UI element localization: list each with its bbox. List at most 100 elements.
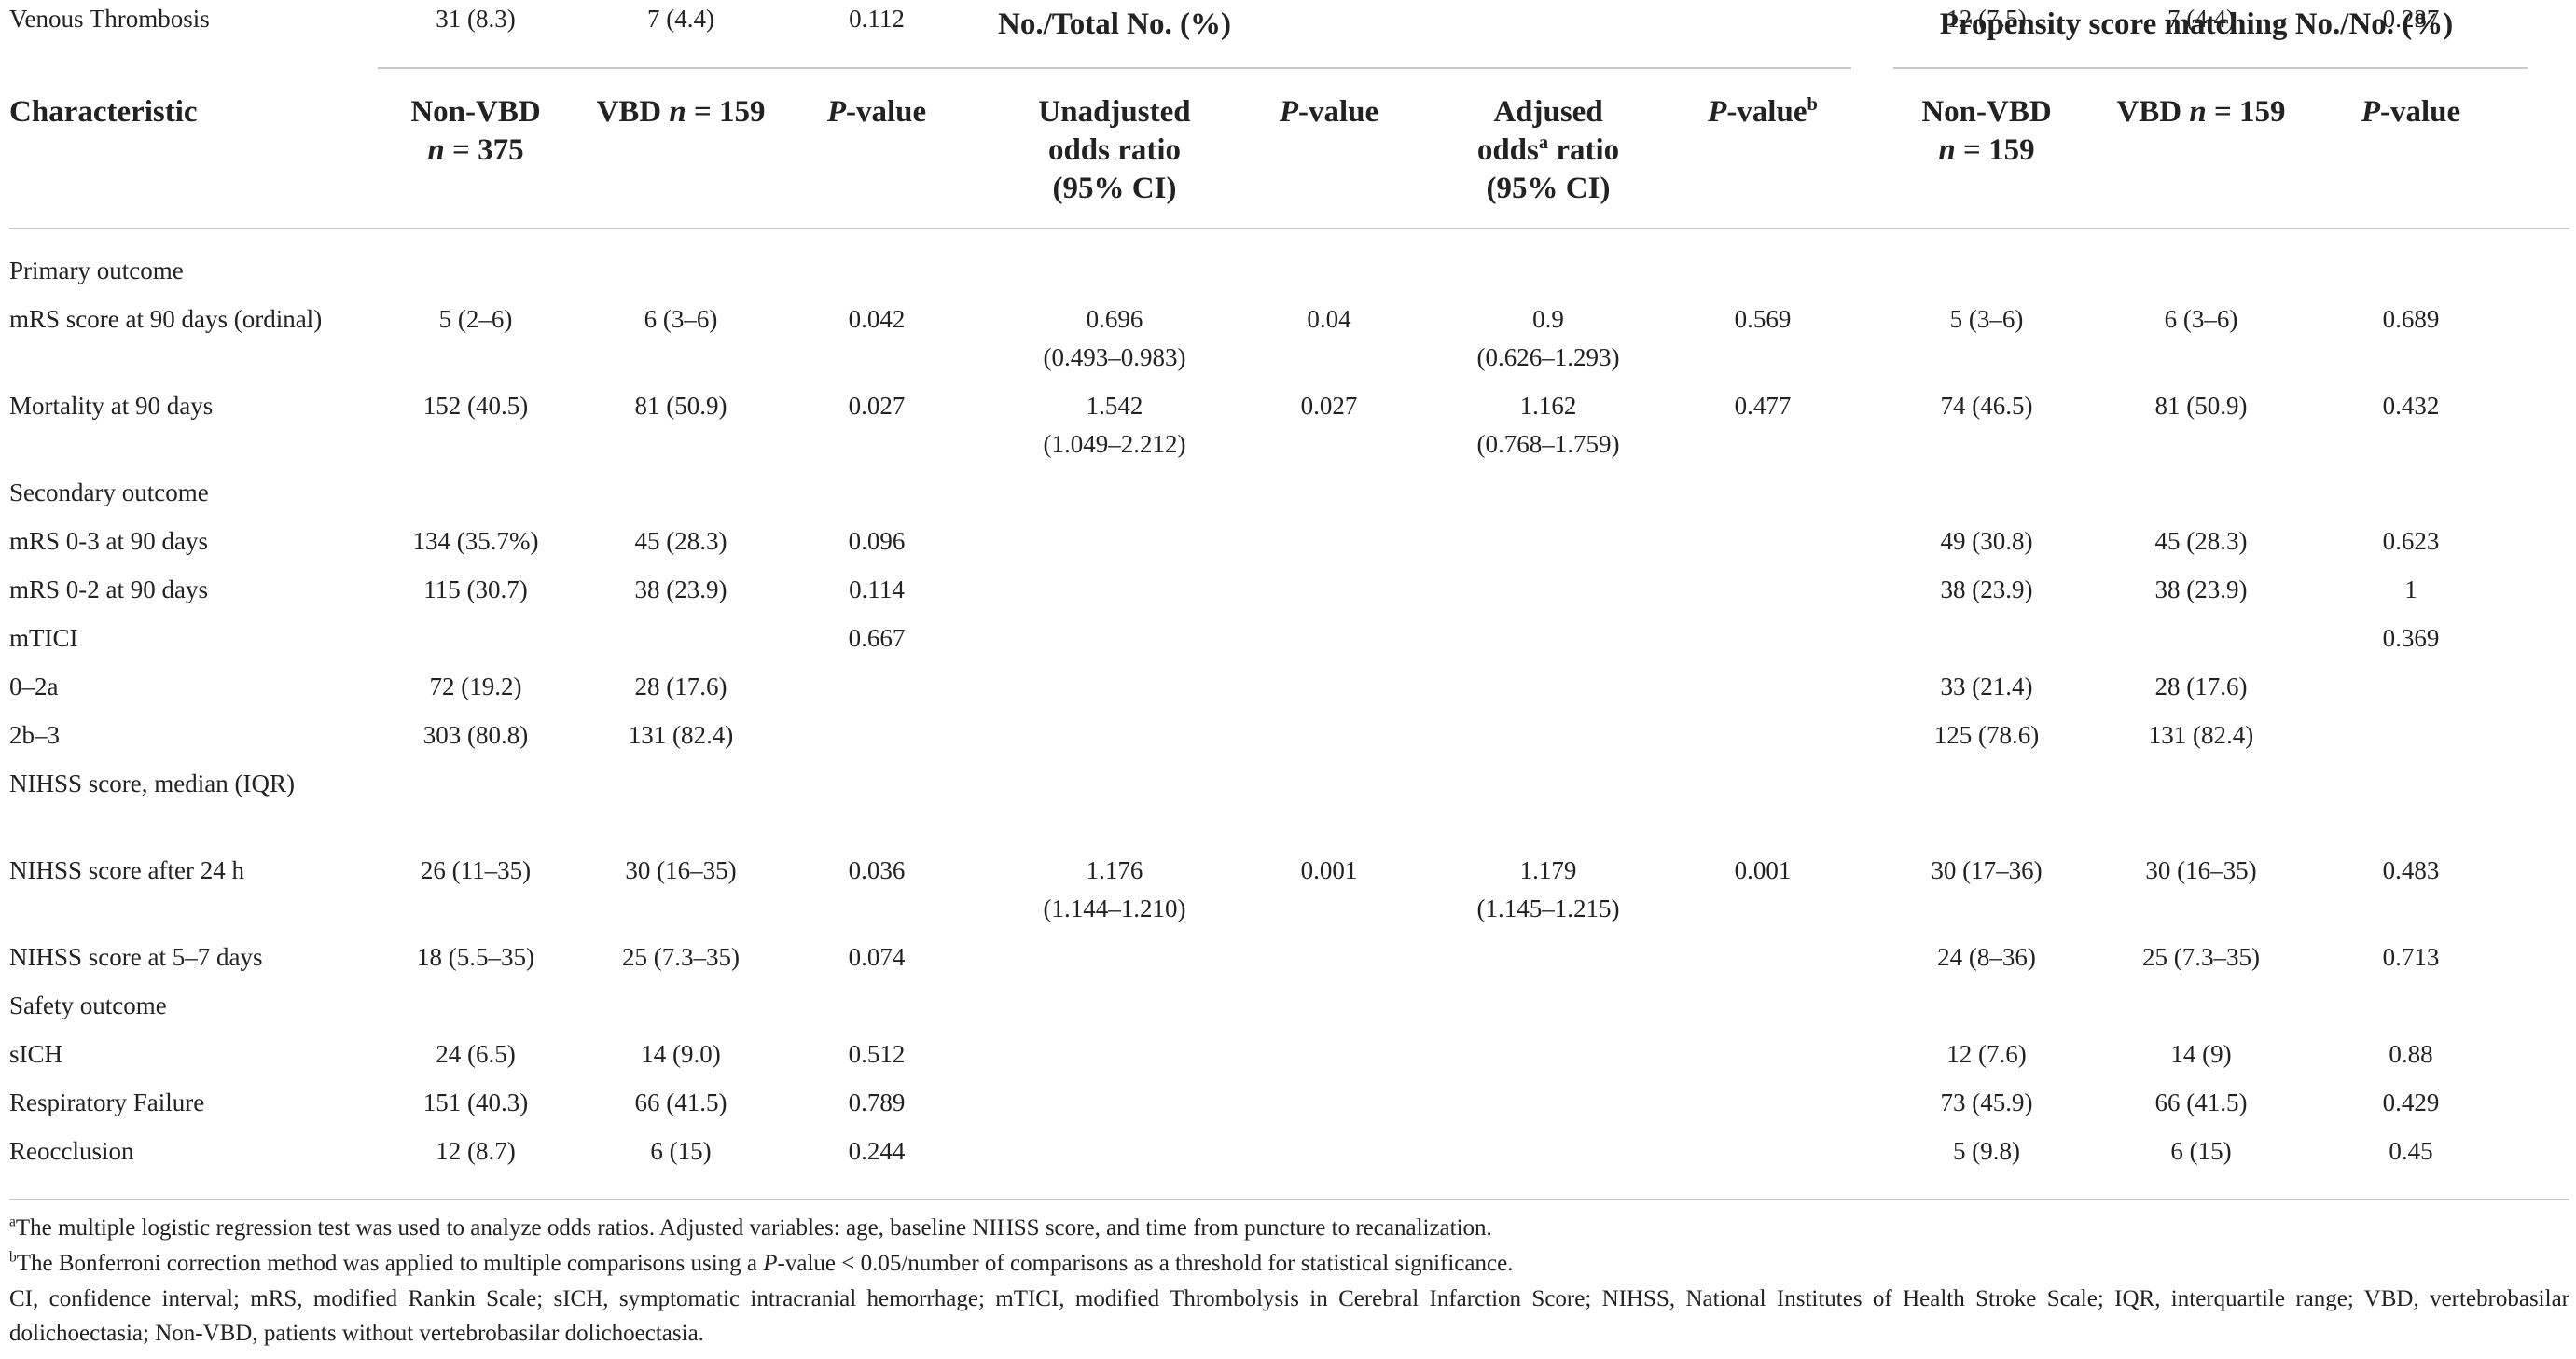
col-header-pvalue: P-value	[826, 95, 927, 129]
row-label: Venous Thrombosis	[9, 5, 210, 33]
table-cell: 0.042	[848, 305, 906, 333]
table-cell: 31 (8.3)	[436, 5, 516, 33]
table-cell: 24 (6.5)	[436, 1040, 516, 1068]
table-cell: 25 (7.3–35)	[2142, 943, 2260, 971]
group-rule-full	[378, 67, 1851, 69]
table-cell: 74 (46.5)	[1940, 392, 2033, 420]
table-cell: 0.689	[2382, 305, 2440, 333]
col-header-adjusted-line2: oddsa ratio	[1476, 132, 1620, 167]
table-cell: 6 (3–6)	[2164, 305, 2238, 333]
table-cell: 38 (23.9)	[634, 575, 727, 603]
table-cell: 1.162	[1519, 392, 1577, 420]
col-header-psm-non-vbd: Non-VBD n = 159	[1893, 93, 2080, 170]
table-cell: 0.789	[848, 1089, 906, 1116]
table-cell: 0.096	[848, 527, 906, 555]
table-cell: 30 (16–35)	[2145, 856, 2257, 884]
table-cell: 12 (7.6)	[1946, 1040, 2027, 1068]
section-heading: Primary outcome	[9, 257, 184, 284]
table-cell: 28 (17.6)	[634, 673, 727, 700]
table-cell: 0.9	[1532, 305, 1564, 333]
table-cell: 5 (2–6)	[438, 305, 513, 333]
table-cell-ci: (1.049–2.212)	[1043, 430, 1186, 458]
header-rule	[9, 228, 2569, 229]
table-cell: 0.074	[848, 943, 906, 971]
row-label: 2b–3	[9, 721, 60, 749]
table-cell: 12 (8.7)	[436, 1137, 516, 1165]
table-cell: 0.369	[2382, 624, 2440, 652]
table-cell: 0.036	[848, 856, 906, 884]
table-cell: 0.477	[1734, 392, 1792, 420]
row-label: NIHSS score after 24 h	[9, 856, 244, 884]
row-label: mRS 0-3 at 90 days	[9, 527, 208, 555]
table-cell: 38 (23.9)	[2154, 575, 2248, 603]
table-cell: 0.027	[1300, 392, 1358, 420]
table-cell: 5 (9.8)	[1953, 1137, 2020, 1165]
table-cell: 0.512	[848, 1040, 906, 1068]
table-cell: 1.179	[1519, 856, 1577, 884]
col-header-vbd: VBD n = 159	[596, 95, 766, 129]
table-cell: 0.027	[848, 392, 906, 420]
table-cell: 0.623	[2382, 527, 2440, 555]
table-cell: 30 (16–35)	[625, 856, 737, 884]
table-cell: 7 (4.4)	[647, 5, 714, 33]
section-heading: Secondary outcome	[9, 478, 209, 506]
col-header-psm-non-vbd-line1: Non-VBD	[1921, 95, 2052, 129]
table-cell: 0.04	[1307, 305, 1351, 333]
row-label: Mortality at 90 days	[9, 392, 214, 420]
table-cell: 0.244	[848, 1137, 906, 1165]
table-cell: 66 (41.5)	[634, 1089, 727, 1116]
table-cell: 24 (8–36)	[1937, 943, 2036, 971]
table-cell: 66 (41.5)	[2154, 1089, 2248, 1116]
table-cell: 303 (80.8)	[422, 721, 529, 749]
table-cell: 0.713	[2382, 943, 2440, 971]
table-bottom-rule	[9, 1199, 2569, 1200]
table-cell-ci: (0.493–0.983)	[1043, 343, 1186, 371]
table-cell: 6 (15)	[650, 1137, 712, 1165]
table-cell: 115 (30.7)	[423, 575, 528, 603]
row-label: mRS 0-2 at 90 days	[9, 575, 208, 603]
table-cell: 1.176	[1086, 856, 1143, 884]
col-header-pvalue-2: P-value	[1279, 95, 1379, 129]
section-heading: Safety outcome	[9, 992, 167, 1019]
table-cell: 18 (5.5–35)	[417, 943, 534, 971]
group-rule-psm	[1893, 67, 2528, 69]
table-cell: 0.432	[2382, 392, 2440, 420]
col-header-unadjusted-or: Unadjusted odds ratio (95% CI)	[1021, 93, 1208, 208]
table-cell: 0.112	[849, 5, 905, 33]
table-cell-ci: (1.145–1.215)	[1476, 894, 1620, 922]
col-header-adjusted-line1: Adjused	[1493, 95, 1603, 129]
row-label: mRS score at 90 days (ordinal)	[9, 305, 323, 333]
group-header-psm: Propensity score matching No./No. (%)	[1939, 7, 2454, 41]
table-cell: 0.483	[2382, 856, 2440, 884]
table-cell: 131 (82.4)	[628, 721, 734, 749]
col-header-psm-pvalue: P-value	[2361, 95, 2461, 129]
table-cell: 125 (78.6)	[1933, 721, 2040, 749]
table-cell: 72 (19.2)	[429, 673, 522, 700]
table-cell: 12 (7.5)	[1946, 5, 2027, 33]
table-cell: 131 (82.4)	[2148, 721, 2254, 749]
table-cell: 0.001	[1734, 856, 1792, 884]
col-header-adjusted-line3: (95% CI)	[1486, 172, 1611, 205]
group-header-full: No./Total No. (%)	[998, 7, 1231, 41]
table-cell: 5 (3–6)	[1949, 305, 2024, 333]
table-cell: 14 (9)	[2170, 1040, 2232, 1068]
col-header-non-vbd-line1: Non-VBD	[410, 95, 541, 129]
table-cell: 0.88	[2389, 1040, 2433, 1068]
table-cell: 30 (17–36)	[1931, 856, 2043, 884]
table-cell: 7 (4.4)	[2167, 5, 2235, 33]
table-cell: 151 (40.3)	[422, 1089, 529, 1116]
table-cell: 0.001	[1300, 856, 1358, 884]
table-cell: 25 (7.3–35)	[622, 943, 740, 971]
row-label: NIHSS score at 5–7 days	[9, 943, 263, 971]
col-header-psm-vbd: VBD n = 159	[2116, 95, 2286, 129]
row-label: mTICI	[9, 624, 78, 652]
col-header-non-vbd-n: n = 375	[427, 133, 524, 167]
table-cell: 26 (11–35)	[420, 856, 532, 884]
table-cell: 81 (50.9)	[2154, 392, 2248, 420]
table-cell-ci: (0.626–1.293)	[1476, 343, 1620, 371]
table-cell: 134 (35.7%)	[412, 527, 539, 555]
col-header-unadjusted-line1: Unadjusted	[1038, 95, 1191, 129]
row-label: 0–2a	[9, 673, 59, 700]
table-cell: 0.237	[2382, 5, 2440, 33]
table-cell: 0.667	[848, 624, 906, 652]
